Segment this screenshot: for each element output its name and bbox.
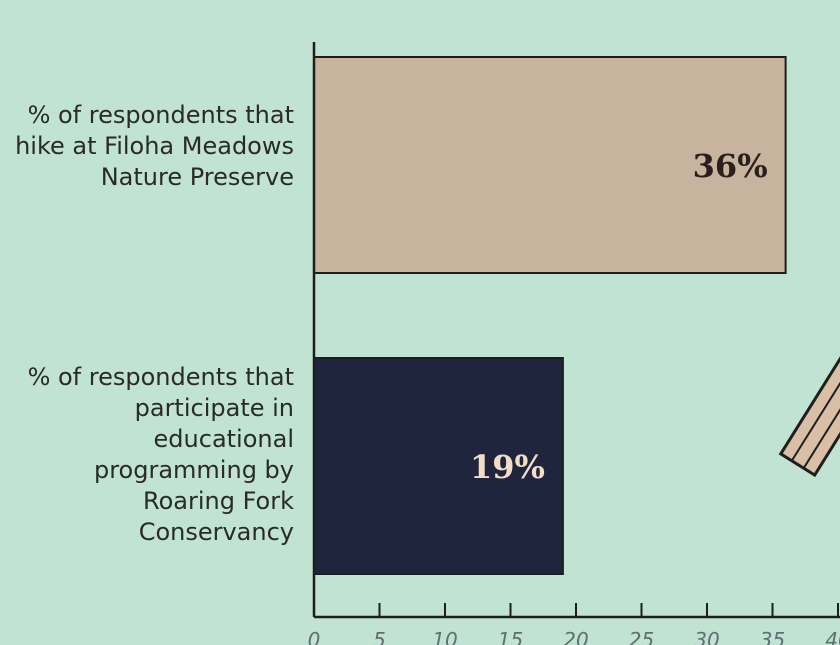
category-label-education: % of respondents that participate in edu… bbox=[27, 363, 294, 546]
pencil-icon bbox=[778, 350, 840, 478]
category-label-hike: % of respondents that hike at Filoha Mea… bbox=[15, 101, 294, 191]
data-label: 36% bbox=[693, 147, 768, 185]
x-tick-label: 20 bbox=[563, 628, 588, 645]
x-tick-label: 0 bbox=[308, 628, 321, 645]
x-tick-label: 10 bbox=[432, 628, 457, 645]
x-tick-label: 35 bbox=[760, 628, 785, 645]
bar-hike bbox=[313, 56, 787, 274]
x-tick-label: 5 bbox=[373, 628, 386, 645]
x-tick-label: 40 bbox=[825, 628, 840, 645]
data-label: 19% bbox=[470, 448, 545, 486]
x-tick-label: 30 bbox=[694, 628, 719, 645]
bar-education bbox=[313, 357, 564, 575]
x-tick-label: 15 bbox=[498, 628, 523, 645]
x-tick-label: 25 bbox=[629, 628, 654, 645]
